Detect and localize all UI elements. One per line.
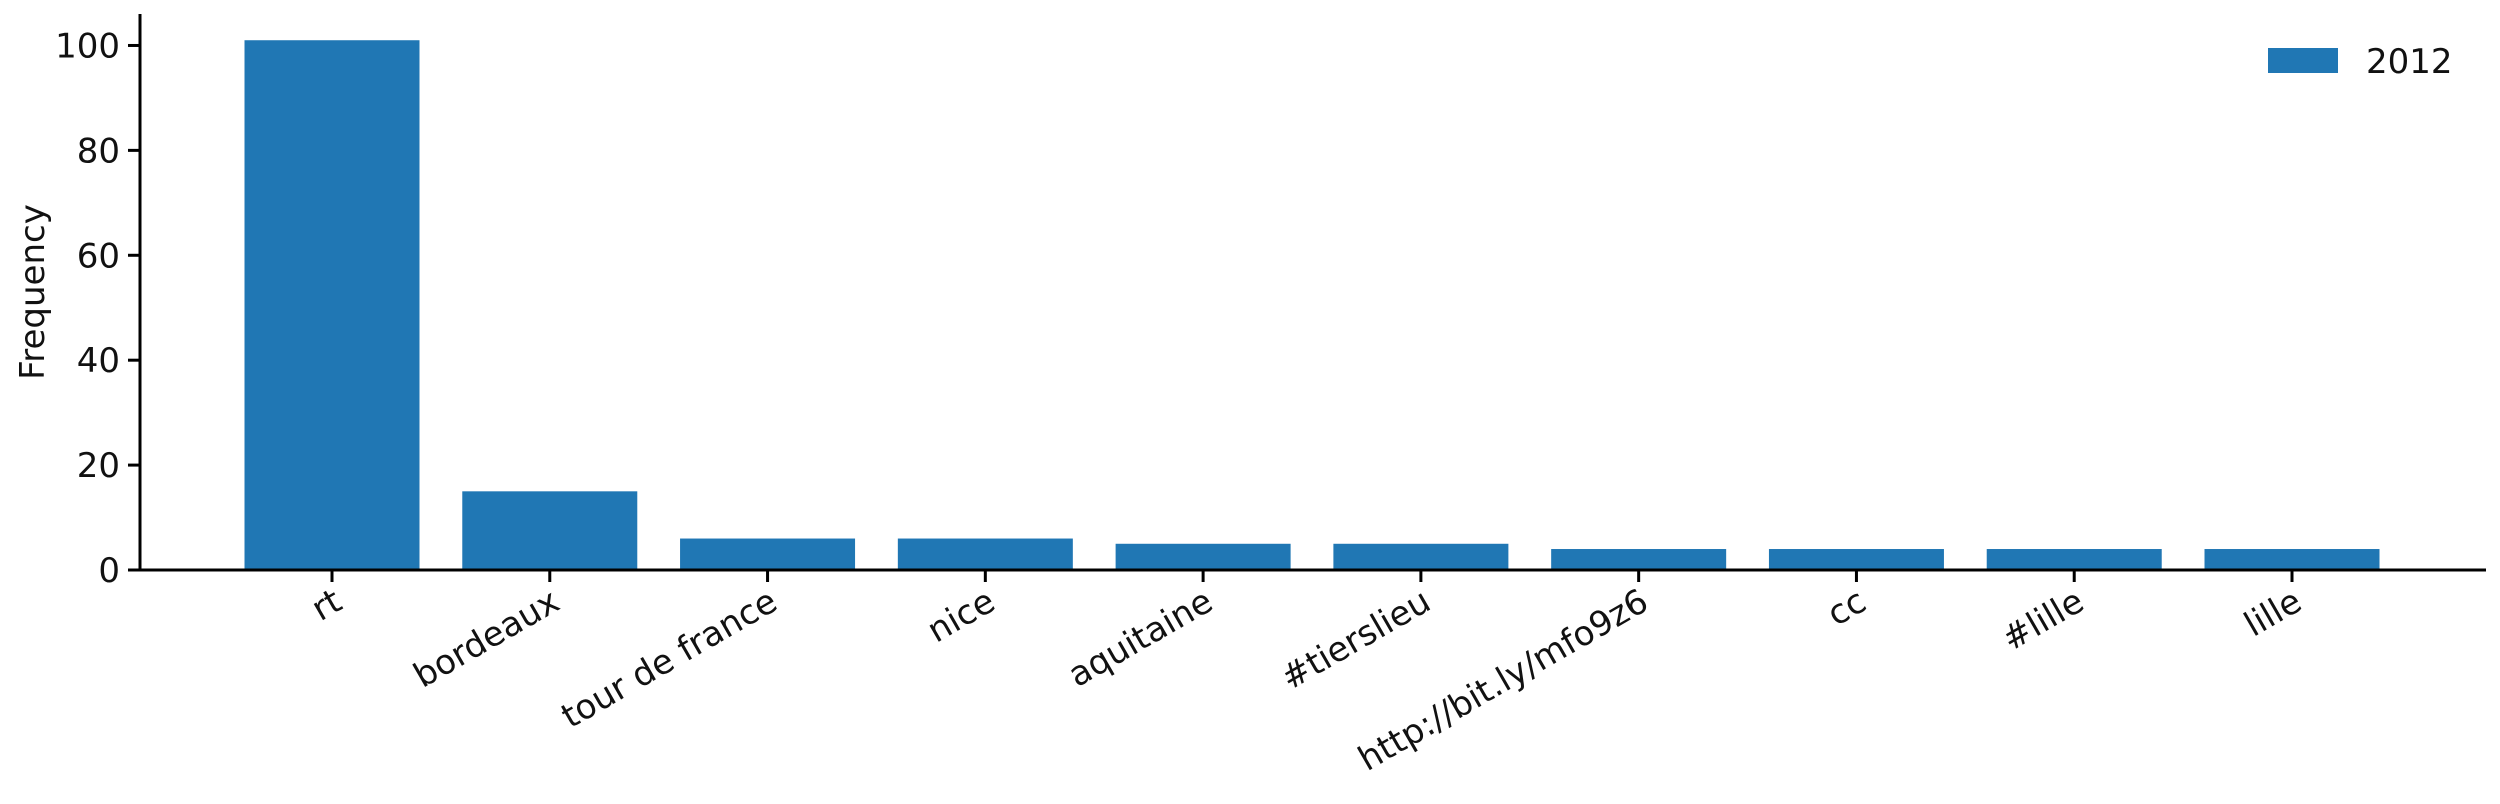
x-tick-label-9: lille bbox=[2238, 581, 2309, 645]
bar-0 bbox=[244, 40, 420, 570]
x-tick-label-4: aquitaine bbox=[1061, 581, 1219, 695]
y-tick-label-1: 20 bbox=[77, 446, 120, 486]
y-tick-label-3: 60 bbox=[77, 236, 120, 276]
x-tick-label-3: nice bbox=[921, 581, 1002, 651]
legend: 2012 bbox=[2268, 42, 2453, 82]
bar-6 bbox=[1551, 549, 1727, 570]
bar-1 bbox=[462, 491, 638, 570]
bars-layer bbox=[244, 40, 2380, 570]
y-axis-title: Frequency bbox=[13, 204, 53, 380]
bar-2 bbox=[680, 538, 856, 570]
y-tick-label-5: 100 bbox=[55, 26, 120, 66]
x-tick-label-8: #lille bbox=[1995, 581, 2091, 659]
legend-label: 2012 bbox=[2366, 42, 2453, 82]
bar-7 bbox=[1768, 549, 1944, 570]
bar-4 bbox=[1115, 543, 1291, 570]
x-tick-label-7: cc bbox=[1821, 581, 1873, 634]
bar-5 bbox=[1333, 543, 1509, 570]
x-tick-label-1: bordeaux bbox=[407, 581, 566, 696]
x-tick-label-5: #tierslieu bbox=[1274, 581, 1437, 698]
legend-swatch bbox=[2268, 48, 2338, 73]
bar-3 bbox=[897, 538, 1073, 570]
x-tick-label-0: rt bbox=[305, 581, 349, 629]
bar-9 bbox=[2204, 549, 2380, 570]
y-tick-label-0: 0 bbox=[98, 551, 120, 591]
bar-8 bbox=[1986, 549, 2162, 570]
y-tick-label-4: 80 bbox=[77, 131, 120, 171]
y-tick-label-2: 40 bbox=[77, 341, 120, 381]
x-tick-label-2: tour de france bbox=[555, 581, 784, 737]
